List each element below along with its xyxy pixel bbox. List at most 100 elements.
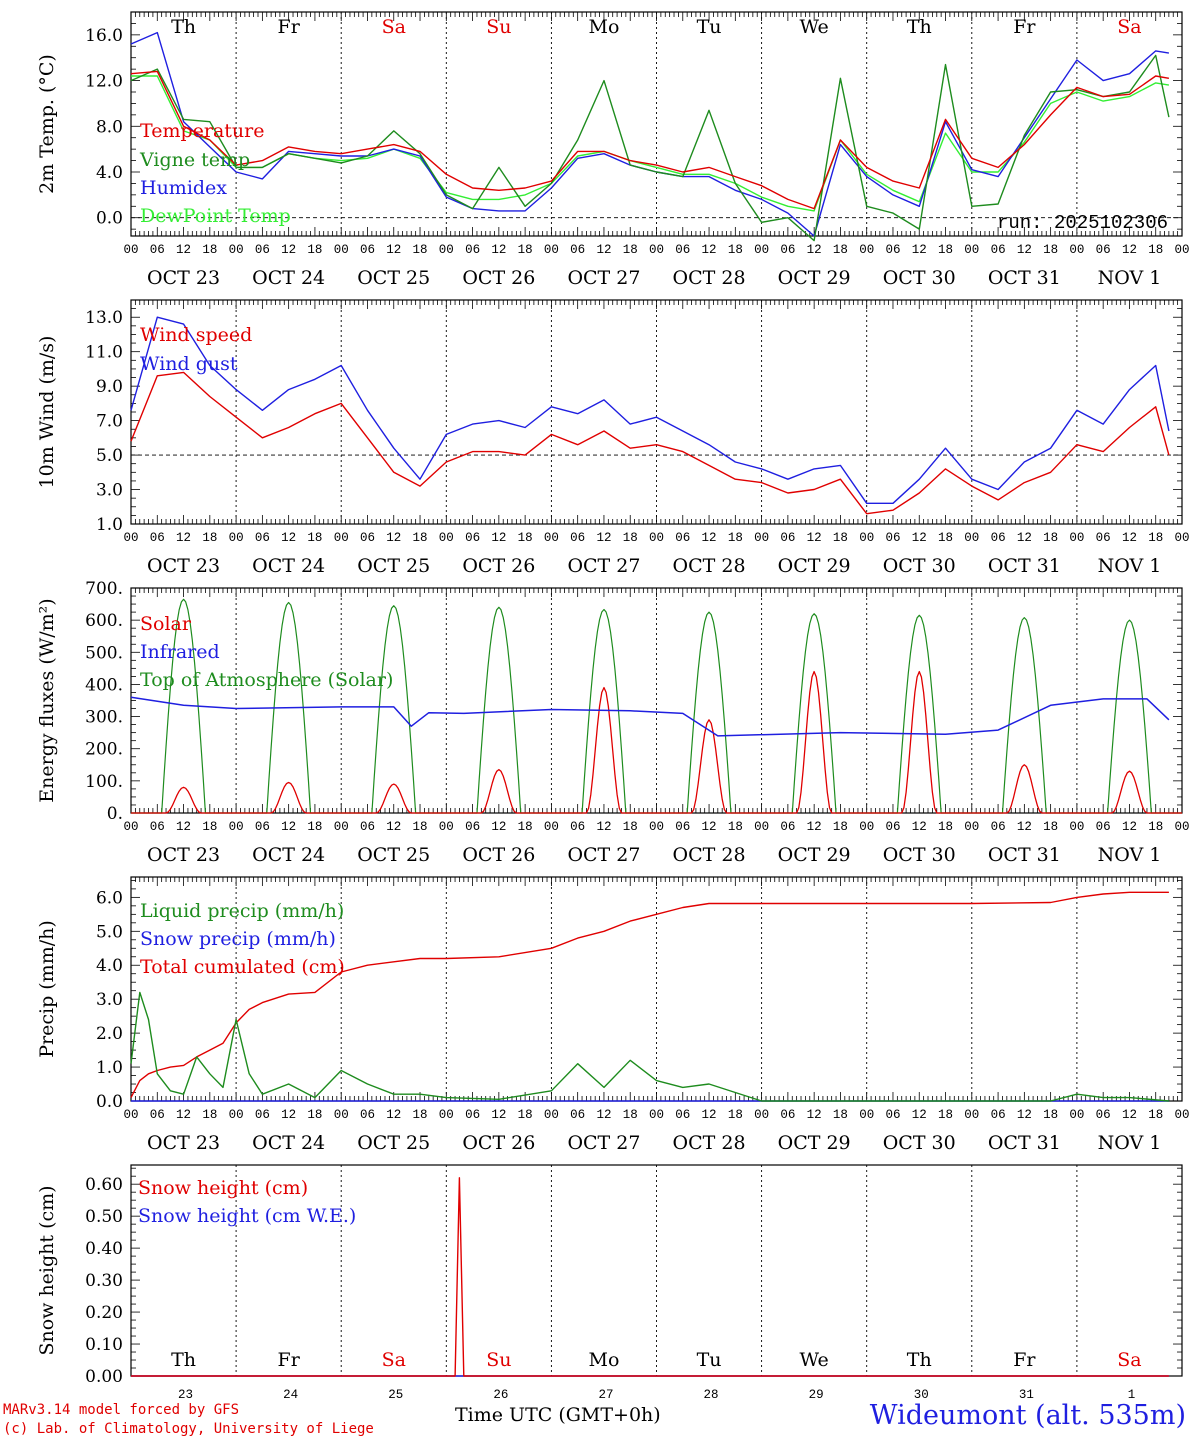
hour-label: 12 xyxy=(702,1108,717,1122)
hour-label: 06 xyxy=(1096,531,1111,545)
series-wind-gust xyxy=(130,316,1170,504)
hour-label: 12 xyxy=(1017,820,1032,834)
date-label: OCT 29 xyxy=(778,844,851,866)
hour-label: 06 xyxy=(255,243,270,257)
day-number: 29 xyxy=(809,1388,824,1402)
hour-label: 00 xyxy=(123,820,138,834)
hour-label: 06 xyxy=(1096,820,1111,834)
hour-label: 06 xyxy=(885,243,900,257)
day-name-top: Fr xyxy=(1013,16,1036,38)
hour-label: 18 xyxy=(202,820,217,834)
solar-day-curve xyxy=(1076,770,1182,814)
date-label: OCT 23 xyxy=(147,844,220,866)
hour-label: 00 xyxy=(334,1108,349,1122)
date-label: OCT 28 xyxy=(673,267,746,289)
hour-label: 06 xyxy=(675,243,690,257)
hour-label: 12 xyxy=(912,820,927,834)
hour-label: 00 xyxy=(754,820,769,834)
hour-label: 12 xyxy=(176,243,191,257)
y-tick-label: 500. xyxy=(85,643,123,663)
hour-label: 00 xyxy=(229,820,244,834)
date-label: OCT 27 xyxy=(567,1132,640,1154)
y-tick-label: 0.50 xyxy=(85,1207,123,1227)
hour-label: 18 xyxy=(938,820,953,834)
hour-label: 06 xyxy=(360,1108,375,1122)
y-tick-label: 0.60 xyxy=(85,1175,123,1195)
day-number: 25 xyxy=(388,1388,403,1402)
y-tick-label: 0.20 xyxy=(85,1303,123,1323)
hour-label: 12 xyxy=(491,820,506,834)
legend-humidex: Humidex xyxy=(140,177,227,199)
hour-label: 12 xyxy=(281,243,296,257)
date-label: OCT 31 xyxy=(988,1132,1061,1154)
day-number: 23 xyxy=(178,1388,193,1402)
date-label: NOV 1 xyxy=(1098,844,1162,866)
series-temperature xyxy=(130,70,1170,210)
hour-label: 00 xyxy=(754,531,769,545)
hour-label: 12 xyxy=(386,820,401,834)
hour-label: 18 xyxy=(1043,531,1058,545)
day-name-bottom: Su xyxy=(486,1349,511,1371)
y-tick-label: 1.0 xyxy=(96,1058,123,1078)
y-tick-label: 0.0 xyxy=(96,209,123,229)
y-tick-label: 0.40 xyxy=(85,1239,123,1259)
y-axis-label: 2m Temp. (°C) xyxy=(36,54,58,194)
footer-model-line: MARv3.14 model forced by GFS xyxy=(3,1402,240,1418)
date-label: OCT 25 xyxy=(357,844,430,866)
series-snow-height-cm xyxy=(131,1177,1169,1377)
hour-label: 06 xyxy=(780,1108,795,1122)
hour-label: 06 xyxy=(991,1108,1006,1122)
infrared-line xyxy=(130,696,1170,737)
day-name-top: Th xyxy=(171,16,196,38)
day-name-top: Sa xyxy=(1117,16,1141,38)
hour-label: 00 xyxy=(439,243,454,257)
hour-label: 18 xyxy=(623,820,638,834)
hour-label: 06 xyxy=(885,531,900,545)
date-label: OCT 28 xyxy=(673,1132,746,1154)
date-label: OCT 30 xyxy=(883,555,956,577)
hour-label: 18 xyxy=(833,1108,848,1122)
date-label: OCT 26 xyxy=(462,267,535,289)
hour-label: 12 xyxy=(807,1108,822,1122)
hour-label: 12 xyxy=(702,243,717,257)
hour-label: 12 xyxy=(807,531,822,545)
hour-label: 18 xyxy=(307,820,322,834)
date-label: OCT 29 xyxy=(778,1132,851,1154)
hour-label: 18 xyxy=(938,531,953,545)
hour-label: 06 xyxy=(780,243,795,257)
hour-label: 06 xyxy=(150,531,165,545)
date-label: OCT 27 xyxy=(567,267,640,289)
date-label: OCT 23 xyxy=(147,1132,220,1154)
date-label: OCT 26 xyxy=(462,844,535,866)
y-tick-label: 3.0 xyxy=(96,990,123,1010)
hour-label: 06 xyxy=(991,243,1006,257)
date-label: OCT 25 xyxy=(357,267,430,289)
y-tick-label: 16.0 xyxy=(85,26,123,46)
hour-label: 12 xyxy=(912,531,927,545)
y-tick-label: 11.0 xyxy=(85,343,123,363)
hour-label: 06 xyxy=(465,820,480,834)
day-name-top: We xyxy=(800,16,829,38)
solar-day-curve xyxy=(236,781,342,814)
hour-label: 18 xyxy=(833,820,848,834)
hour-label: 12 xyxy=(386,531,401,545)
hour-label: 12 xyxy=(1122,820,1137,834)
hour-label: 06 xyxy=(570,531,585,545)
hour-label: 00 xyxy=(649,820,664,834)
hour-label: 18 xyxy=(1043,1108,1058,1122)
hour-label: 18 xyxy=(623,531,638,545)
hour-label: 18 xyxy=(623,1108,638,1122)
y-axis-label: Precip (mm/h) xyxy=(36,920,58,1058)
hour-label: 00 xyxy=(1174,531,1189,545)
hour-label: 06 xyxy=(675,1108,690,1122)
hour-label: 12 xyxy=(1017,1108,1032,1122)
hour-label: 00 xyxy=(334,820,349,834)
hour-label: 00 xyxy=(649,243,664,257)
day-name-bottom: Fr xyxy=(1013,1349,1036,1371)
hour-label: 06 xyxy=(150,243,165,257)
hour-label: 00 xyxy=(439,820,454,834)
hour-label: 00 xyxy=(123,1108,138,1122)
station-name: Wideumont (alt. 535m) xyxy=(869,1400,1186,1431)
hour-label: 12 xyxy=(596,243,611,257)
hour-label: 12 xyxy=(1017,531,1032,545)
